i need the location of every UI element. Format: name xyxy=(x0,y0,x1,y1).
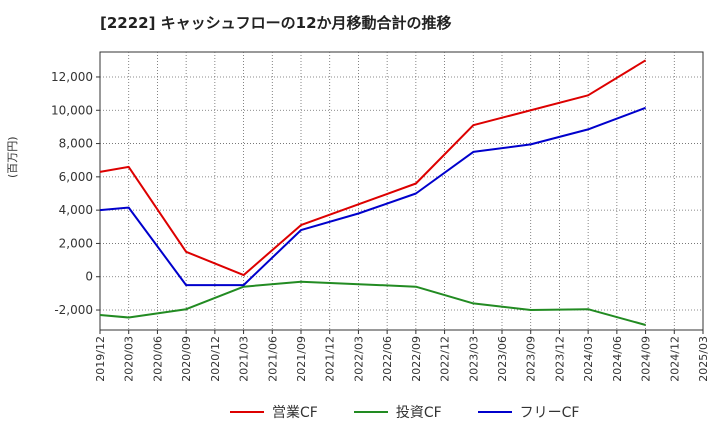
legend-label-free: フリーCF xyxy=(519,405,580,421)
x-tick-label: 2019/12 xyxy=(94,336,107,382)
x-tick-label: 2021/06 xyxy=(266,336,279,382)
x-tick-label: 2020/06 xyxy=(151,336,164,382)
series-line-1 xyxy=(99,280,646,326)
x-tick-label: 2021/09 xyxy=(295,336,308,382)
x-tick-label: 2023/12 xyxy=(553,336,566,382)
legend-swatch-investing xyxy=(353,411,388,413)
x-tick-label: 2024/09 xyxy=(640,336,653,382)
legend: 営業CF 投資CF フリーCF xyxy=(230,402,579,422)
legend-swatch-operating xyxy=(230,411,264,413)
x-tick-label: 2025/03 xyxy=(697,336,710,382)
x-tick-label: 2021/03 xyxy=(238,336,251,382)
x-tick-label: 2022/12 xyxy=(439,336,452,382)
legend-item-free: フリーCF xyxy=(477,402,580,422)
y-tick-label: 12,000 xyxy=(51,70,93,84)
x-tick-label: 2024/12 xyxy=(668,336,681,382)
y-tick-label: -2,000 xyxy=(54,303,93,317)
chart-area: -2,000 0 2,000 4,000 6,000 8,000 10,000 12,000 2… xyxy=(51,51,710,382)
y-tick-label: 4,000 xyxy=(59,203,93,217)
x-tick-label: 2023/06 xyxy=(496,336,509,382)
y-tick-label: 0 xyxy=(85,270,93,284)
plot-frame xyxy=(99,51,704,331)
y-tick-label: 6,000 xyxy=(59,170,93,184)
x-tick-label: 2021/12 xyxy=(324,336,337,382)
x-tick-label: 2020/03 xyxy=(123,336,136,382)
x-tick-label: 2020/09 xyxy=(180,336,193,382)
x-tick-label: 2022/09 xyxy=(410,336,423,382)
y-tick-label: 10,000 xyxy=(51,103,93,117)
legend-label-investing: 投資CF xyxy=(395,405,442,421)
series-line-0 xyxy=(99,59,647,277)
x-tick-label: 2024/03 xyxy=(582,336,595,382)
x-tick-label: 2024/06 xyxy=(611,336,624,382)
y-tick-label: 8,000 xyxy=(59,137,93,151)
x-tick-label: 2023/03 xyxy=(467,336,480,382)
x-tick-label: 2022/06 xyxy=(381,336,394,382)
x-tick-label: 2020/12 xyxy=(209,336,222,382)
series-line-2 xyxy=(99,106,646,287)
x-tick-label: 2023/09 xyxy=(525,336,538,382)
legend-item-investing: 投資CF xyxy=(353,402,442,422)
legend-swatch-free xyxy=(477,411,512,413)
y-tick-label: 2,000 xyxy=(59,236,93,250)
legend-label-operating: 営業CF xyxy=(272,405,318,421)
legend-item-operating: 営業CF xyxy=(230,402,318,422)
x-tick-label: 2022/03 xyxy=(352,336,365,382)
chart-title: [2222] キャッシュフローの12か月移動合計の推移 xyxy=(100,14,452,32)
